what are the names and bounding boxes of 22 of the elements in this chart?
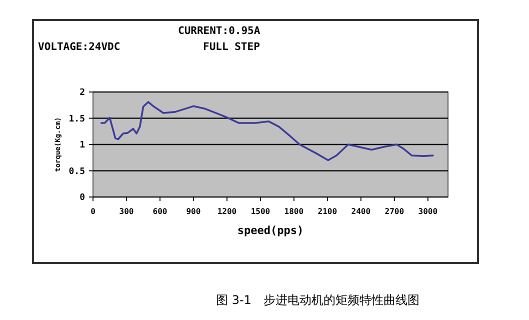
x-axis-title: speed(pps)	[237, 224, 304, 237]
y-tick-label: 2	[80, 88, 85, 98]
x-tick-label: 2700	[384, 207, 404, 216]
text: FULL STEP	[203, 41, 260, 53]
x-tick-label: 900	[186, 207, 201, 216]
line-series	[100, 101, 434, 162]
x-tick-label: 2100	[318, 207, 338, 216]
caption: 图 3-1 步进电动机的矩频特性曲线图	[216, 293, 420, 307]
x-tick-label: 300	[119, 207, 134, 216]
y-tick-label: 1	[80, 140, 85, 150]
x-tick-label: 2400	[351, 207, 371, 216]
y-tick-label: 0.5	[68, 166, 85, 177]
y-tick-label: 0	[80, 193, 85, 203]
x-tick-label: 600	[152, 207, 168, 216]
text: CURRENT:0.95A	[178, 25, 261, 37]
x-tick-label: 1500	[250, 207, 270, 216]
x-tick-label: 3000	[418, 207, 438, 216]
x-tick-label: 0	[90, 207, 96, 216]
x-tick-label: 1800	[284, 207, 304, 216]
y-tick-label: 1.5	[68, 114, 85, 124]
x-tick-label: 1200	[217, 207, 237, 216]
text: VOLTAGE:24VDC	[38, 41, 120, 53]
